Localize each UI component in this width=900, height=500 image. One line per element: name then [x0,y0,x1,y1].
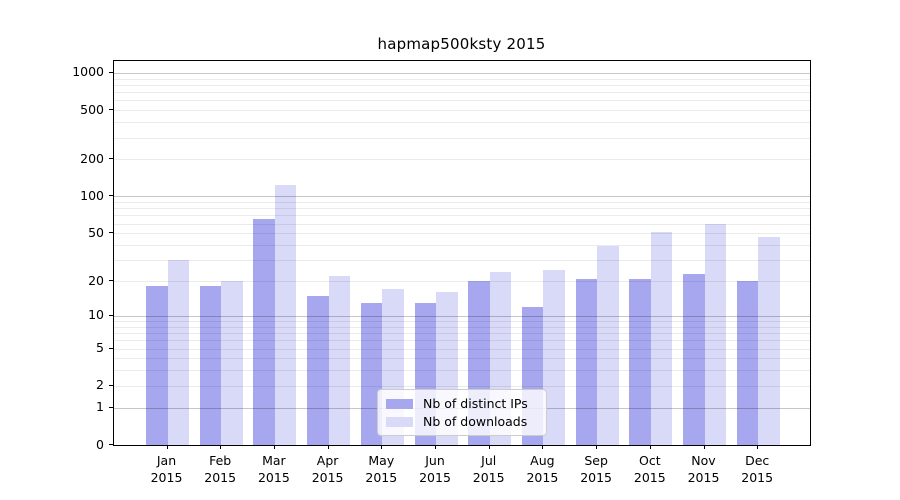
x-tick-mark [649,445,651,449]
bar-downloads-feb [221,281,243,445]
legend-swatch-distinct-ips [386,398,413,409]
x-tick-label-sep: Sep 2015 [580,453,612,485]
x-tick-label-dec: Dec 2015 [741,453,774,485]
y-tick-mark [109,232,113,234]
y-tick-mark [109,384,113,386]
y-tick-mark [109,314,113,316]
bar-distinct-ips-jan [146,286,168,445]
bar-downloads-aug [543,269,565,445]
y-tick-mark [109,71,113,73]
plot-area [113,60,811,446]
x-tick-mark [381,445,383,449]
x-tick-label-aug: Aug 2015 [526,453,559,485]
bar-distinct-ips-sep [575,278,598,445]
x-tick-label-apr: Apr 2015 [311,453,344,485]
bar-distinct-ips-nov [683,273,705,445]
legend-row-distinct-ips: Nb of distinct IPs [386,396,537,411]
x-tick-label-may: May 2015 [365,453,398,485]
legend-label-downloads: Nb of downloads [423,414,528,429]
x-tick-mark [435,445,436,449]
y-tick-mark [109,406,113,408]
y-tick-label: 50 [88,224,104,240]
y-tick-mark [109,347,113,349]
x-tick-label-oct: Oct 2015 [633,453,666,485]
x-tick-label-feb: Feb 2015 [204,453,237,485]
x-tick-label-jul: Jul 2015 [472,453,505,485]
y-tick-mark [109,109,113,111]
legend: Nb of distinct IPs Nb of downloads [377,389,547,436]
x-tick-label-jan: Jan 2015 [150,453,183,485]
y-tick-label: 20 [88,272,104,288]
bar-downloads-oct [650,232,673,445]
chart-title: hapmap500ksty 2015 [377,35,546,53]
bar-distinct-ips-apr [307,295,329,445]
legend-row-downloads: Nb of downloads [386,414,537,429]
x-tick-mark [327,445,329,449]
bar-downloads-sep [597,246,619,445]
y-tick-label: 2 [96,377,104,393]
x-tick-label-mar: Mar 2015 [257,453,290,485]
y-tick-label: 1000 [72,64,104,80]
y-tick-label: 500 [80,101,104,117]
bar-downloads-dec [758,236,780,445]
x-tick-mark [542,445,544,449]
y-tick-label: 5 [96,340,104,355]
x-tick-mark [220,445,222,449]
x-tick-mark [596,445,598,449]
legend-label-distinct-ips: Nb of distinct IPs [423,396,528,411]
bar-downloads-nov [704,223,726,445]
y-tick-label: 200 [80,150,104,166]
y-tick-mark [109,280,113,282]
bar-distinct-ips-may [360,302,383,445]
bars-layer [114,61,810,445]
y-tick-mark [109,444,113,445]
y-tick-label: 0 [96,436,104,452]
x-tick-label-jun: Jun 2015 [419,453,451,485]
bar-downloads-mar [274,185,297,445]
bar-distinct-ips-dec [736,281,759,445]
bar-downloads-jan [167,260,189,445]
x-tick-mark [703,445,705,449]
x-tick-mark [166,445,168,449]
x-tick-mark [757,445,759,449]
y-tick-mark [109,158,113,160]
bar-distinct-ips-feb [199,286,222,445]
y-tick-mark [109,195,113,197]
y-tick-label: 10 [88,307,104,323]
x-tick-mark [488,445,490,449]
bar-distinct-ips-oct [629,278,651,445]
x-tick-label-nov: Nov 2015 [687,453,720,485]
legend-swatch-downloads [386,416,413,427]
y-tick-label: 100 [80,187,104,203]
bar-distinct-ips-mar [253,219,275,445]
y-tick-label: 1 [96,399,104,415]
x-tick-mark [273,445,275,449]
bar-downloads-apr [328,276,351,445]
